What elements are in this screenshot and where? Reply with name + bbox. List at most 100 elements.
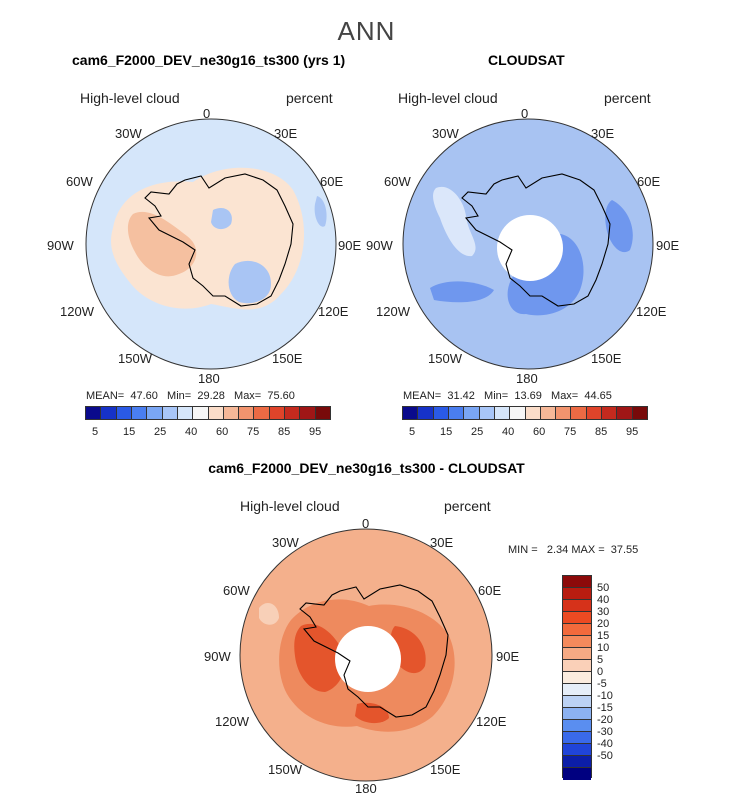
colorbar-swatch: [602, 407, 618, 419]
colorbar-swatch: [101, 407, 117, 419]
panel-2-lon-180: 180: [516, 371, 538, 386]
panel-3-dark-patch-1: [294, 623, 345, 692]
colorbar-swatch: [563, 720, 591, 732]
colorbar-swatch: [131, 407, 148, 419]
colorbar-swatch: [147, 407, 163, 419]
colorbar-swatch: [563, 636, 591, 648]
panel-1-lon-0: 0: [203, 106, 211, 121]
panel-1-lon-90e: 90E: [338, 238, 362, 253]
panel-1-lon-90w: 90W: [47, 238, 74, 253]
colorbar-swatch: [563, 744, 591, 756]
panel-2-lon-30e: 30E: [591, 126, 615, 141]
panel-3-colorbar-labels: 50 40 30 20 15 10 5 0 -5 -10 -15 -20 -30…: [597, 582, 613, 762]
panel-2-lon-150e: 150E: [591, 351, 622, 366]
panel-2-lon-60e: 60E: [637, 174, 661, 189]
colorbar-swatch: [239, 407, 255, 419]
panel-3-lon-0: 0: [362, 516, 370, 531]
panel-1-cool-patch-2: [211, 207, 232, 230]
panel-3-lon-120e: 120E: [476, 714, 507, 729]
panel-1-lon-30w: 30W: [115, 126, 142, 141]
panel-3-polar-map: [239, 528, 493, 782]
colorbar-swatch: [285, 407, 301, 419]
panel-1-lon-180: 180: [198, 371, 220, 386]
panel-1-lon-30e: 30E: [274, 126, 298, 141]
colorbar-swatch: [448, 407, 465, 419]
colorbar-swatch: [418, 407, 434, 419]
panel-3-lon-30e: 30E: [430, 535, 454, 550]
colorbar-swatch: [479, 407, 495, 419]
panel-1-lon-150e: 150E: [272, 351, 303, 366]
panel-2-lon-150w: 150W: [428, 351, 462, 366]
panel-3-lon-60w: 60W: [223, 583, 250, 598]
panel-3-stats: MIN = 2.34 MAX = 37.55: [508, 544, 639, 556]
panel-3-lon-90w: 90W: [204, 649, 231, 664]
panel-3-light-patch: [259, 603, 279, 625]
panel-1-lon-60e: 60E: [320, 174, 344, 189]
panel-2-lon-90w: 90W: [366, 238, 393, 253]
panel-3-lon-120w: 120W: [215, 714, 249, 729]
colorbar-swatch: [617, 407, 633, 419]
colorbar-swatch: [162, 407, 178, 419]
colorbar-swatch: [315, 407, 330, 419]
panel-3-lon-150e: 150E: [430, 762, 461, 777]
panel-2-variable: High-level cloud: [398, 90, 498, 106]
colorbar-swatch: [563, 756, 591, 768]
panel-2-dark-patch-2: [605, 200, 633, 253]
panel-2-light-patch: [433, 186, 476, 257]
colorbar-swatch: [177, 407, 194, 419]
colorbar-swatch: [300, 407, 316, 419]
panel-2-lon-0: 0: [521, 106, 529, 121]
panel-3-missing-data-hole: [335, 626, 401, 692]
panel-2-dark-patch-3: [430, 281, 494, 303]
panel-1-colorbar-labels: 5 15 25 40 60 75 85 95: [92, 426, 322, 438]
panel-1-warm-patch: [127, 211, 197, 277]
panel-1-lon-150w: 150W: [118, 351, 152, 366]
colorbar-swatch: [563, 624, 591, 636]
colorbar-swatch: [586, 407, 603, 419]
colorbar-swatch: [563, 684, 591, 696]
panel-2-lon-60w: 60W: [384, 174, 411, 189]
panel-3-lon-60e: 60E: [478, 583, 502, 598]
panel-2-map-border: [402, 118, 654, 370]
panel-3-variable: High-level cloud: [240, 498, 340, 514]
panel-1-units: percent: [286, 90, 333, 106]
colorbar-swatch: [563, 696, 591, 708]
panel-3-lon-90e: 90E: [496, 649, 520, 664]
colorbar-swatch: [563, 588, 591, 600]
panel-1-lon-120w: 120W: [60, 304, 94, 319]
colorbar-swatch: [563, 708, 591, 720]
panel-1-stats: MEAN= 47.60 Min= 29.28 Max= 75.60: [86, 390, 295, 402]
panel-1-title: cam6_F2000_DEV_ne30g16_ts300 (yrs 1): [72, 52, 346, 68]
panel-1-polar-map: [85, 118, 337, 370]
panel-1-lon-60w: 60W: [66, 174, 93, 189]
colorbar-swatch: [116, 407, 132, 419]
colorbar-swatch: [563, 600, 591, 612]
colorbar-swatch: [193, 407, 209, 419]
panel-2-title: CLOUDSAT: [488, 52, 565, 68]
panel-1-variable: High-level cloud: [80, 90, 180, 106]
panel-3-colorbar: [562, 575, 592, 780]
panel-1-colorbar: [85, 406, 331, 420]
colorbar-swatch: [269, 407, 286, 419]
panel-2-units: percent: [604, 90, 651, 106]
panel-3-units: percent: [444, 498, 491, 514]
panel-3-lon-180: 180: [355, 781, 377, 796]
panel-2-colorbar: [402, 406, 648, 420]
colorbar-swatch: [208, 407, 224, 419]
colorbar-swatch: [563, 576, 591, 588]
panel-1-cool-patch-3: [314, 196, 327, 227]
colorbar-swatch: [403, 407, 419, 419]
panel-3-antarctica-coast: [299, 584, 449, 718]
panel-1-lon-120e: 120E: [318, 304, 349, 319]
colorbar-swatch: [540, 407, 557, 419]
colorbar-swatch: [571, 407, 587, 419]
colorbar-swatch: [632, 407, 647, 419]
main-title: ANN: [337, 16, 396, 46]
colorbar-swatch: [563, 732, 591, 744]
panel-2-lon-120e: 120E: [636, 304, 667, 319]
colorbar-swatch: [563, 648, 591, 660]
panel-2-colorbar-labels: 5 15 25 40 60 75 85 95: [409, 426, 639, 438]
panel-2-stats: MEAN= 31.42 Min= 13.69 Max= 44.65: [403, 390, 612, 402]
panel-2-lon-90e: 90E: [656, 238, 680, 253]
colorbar-swatch: [494, 407, 511, 419]
